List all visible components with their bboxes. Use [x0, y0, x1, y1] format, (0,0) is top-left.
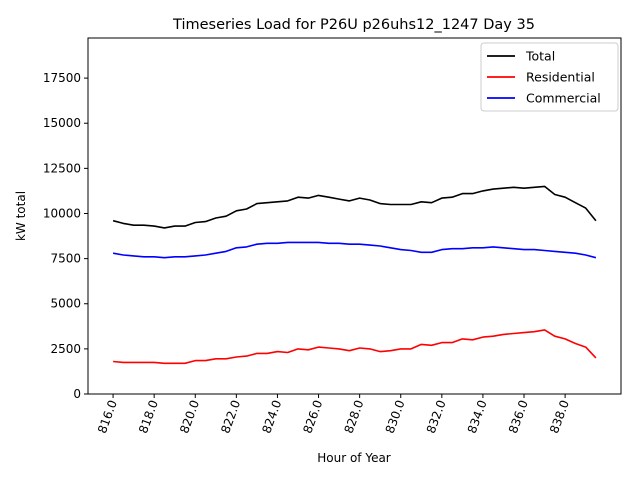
legend-label-commercial: Commercial [526, 91, 601, 106]
x-tick-label: 818.0 [136, 398, 161, 435]
y-tick-label: 0 [73, 387, 81, 401]
legend-label-residential: Residential [526, 70, 595, 85]
axes-frame [87, 37, 622, 395]
chart-title: Timeseries Load for P26U p26uhs12_1247 D… [172, 17, 535, 33]
y-tick-label: 7500 [50, 252, 81, 266]
x-tick-label: 816.0 [95, 398, 120, 435]
legend-label-total: Total [525, 49, 555, 64]
y-axis: 0 2500 5000 7500 10000 12500 15000 17500 [43, 71, 88, 401]
y-tick-label: 5000 [50, 297, 81, 311]
x-tick-label: 826.0 [300, 398, 325, 435]
series-line-commercial [112, 241, 597, 259]
y-tick-label: 2500 [50, 342, 81, 356]
legend: Total Residential Commercial [480, 42, 619, 112]
plot-area [112, 185, 597, 365]
x-tick-label: 830.0 [383, 398, 408, 435]
x-tick-label: 838.0 [547, 398, 572, 435]
y-axis-label: kW total [14, 191, 28, 241]
x-axis-label: Hour of Year [317, 451, 391, 465]
y-tick-label: 15000 [43, 116, 81, 130]
y-tick-label: 17500 [43, 71, 81, 85]
series-line-total [112, 185, 597, 229]
x-tick-label: 820.0 [177, 398, 202, 435]
x-tick-label: 832.0 [424, 398, 449, 435]
x-axis: 816.0 818.0 820.0 822.0 824.0 826.0 828.0 830.0… [95, 394, 572, 435]
legend-box [480, 42, 619, 112]
x-tick-label: 824.0 [259, 398, 284, 435]
y-tick-label: 12500 [43, 161, 81, 175]
series-line-residential [113, 329, 597, 365]
x-tick-label: 836.0 [506, 398, 531, 435]
y-tick-label: 10000 [43, 206, 81, 220]
x-tick-label: 834.0 [465, 398, 490, 435]
x-tick-label: 822.0 [218, 398, 243, 435]
x-tick-label: 828.0 [342, 398, 367, 435]
